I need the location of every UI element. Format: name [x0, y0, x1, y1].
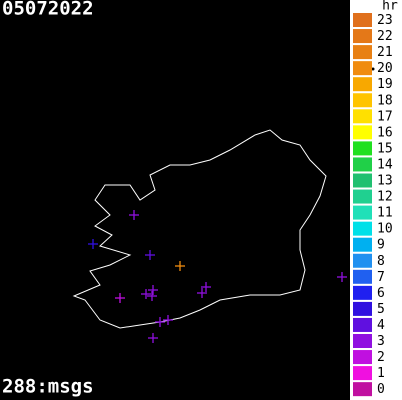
footer: 288:msgs — [2, 376, 94, 398]
title: 05072022 — [2, 0, 94, 20]
legend-label: 22 — [377, 29, 393, 44]
legend-label: 12 — [377, 190, 393, 205]
legend-label: 18 — [377, 93, 393, 108]
legend-title: hr — [382, 0, 398, 14]
legend-swatch — [353, 205, 372, 220]
legend-swatch — [353, 61, 372, 76]
legend-swatch — [353, 157, 372, 172]
legend-swatch — [353, 382, 372, 397]
legend-swatch — [353, 189, 372, 204]
legend-label: 8 — [377, 254, 385, 269]
legend-swatch — [353, 77, 372, 92]
legend-swatch — [353, 93, 372, 108]
legend-label: 14 — [377, 157, 393, 172]
legend-swatch — [353, 366, 372, 381]
legend-swatch — [353, 125, 372, 140]
legend-label: 17 — [377, 109, 393, 124]
legend-swatch — [353, 334, 372, 348]
legend-label: 11 — [377, 206, 393, 221]
legend-swatch — [353, 109, 372, 124]
legend-label: 1 — [377, 366, 385, 381]
coastline — [72, 129, 327, 329]
legend-swatch — [353, 253, 372, 268]
legend-label: 2 — [377, 350, 385, 365]
legend-swatch — [353, 350, 372, 365]
legend-swatch — [353, 237, 372, 252]
legend-label: 16 — [377, 125, 393, 140]
legend-label: 6 — [377, 286, 385, 301]
legend-swatch — [353, 29, 372, 44]
legend-label: 20 — [377, 61, 393, 76]
legend-swatch — [353, 173, 372, 188]
legend-swatch — [353, 13, 372, 27]
legend-label: 7 — [377, 270, 385, 285]
legend-label: 0 — [377, 382, 385, 397]
legend-label: 10 — [377, 222, 393, 237]
legend-swatch — [353, 301, 372, 316]
legend-swatch — [353, 45, 372, 60]
legend-label: 5 — [377, 302, 385, 317]
legend-label: 9 — [377, 238, 385, 253]
legend-swatch — [353, 317, 372, 332]
legend-swatch — [353, 221, 372, 236]
legend-label: 13 — [377, 174, 393, 189]
strikes — [88, 210, 347, 343]
legend-swatch — [353, 269, 372, 284]
legend-swatch — [353, 285, 372, 300]
legend-label: 15 — [377, 141, 393, 156]
legend-label: 23 — [377, 13, 393, 28]
legend-label: 21 — [377, 45, 393, 60]
legend-label: 4 — [377, 318, 385, 333]
legend-label: 3 — [377, 334, 385, 349]
legend-swatch — [353, 141, 372, 156]
legend-label: 19 — [377, 77, 393, 92]
current-hour-dot — [371, 67, 375, 71]
